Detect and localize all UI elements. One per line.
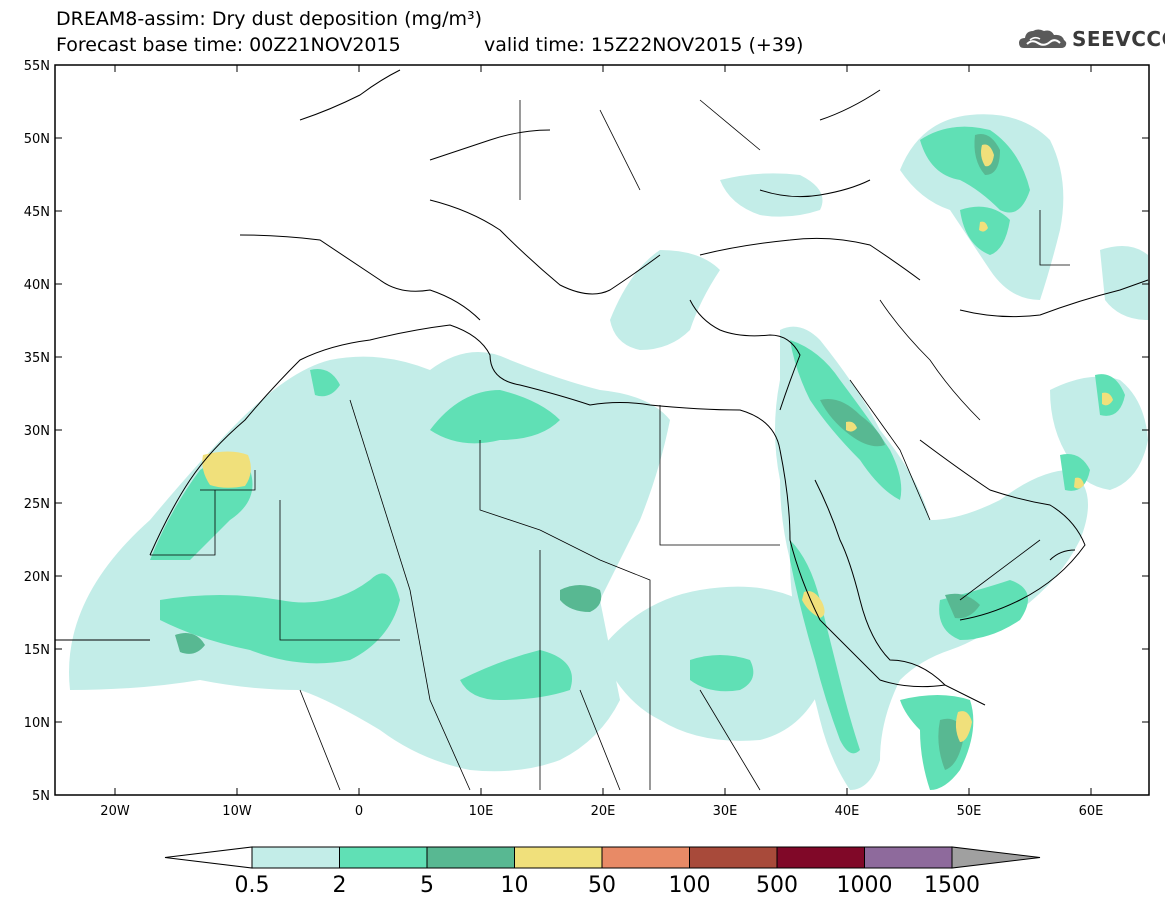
- country-borders: [150, 99, 1070, 791]
- legend-swatch: [864, 846, 953, 869]
- legend-label: 100: [669, 873, 711, 898]
- coastlines: [55, 69, 1149, 706]
- lon-label: 10W: [222, 804, 252, 819]
- legend-swatch: [426, 846, 515, 869]
- latitude-axis: 55N 50N 45N 40N 35N 30N 25N 20N 15N 10N 5N: [24, 59, 1149, 804]
- dust-field: [55, 69, 1149, 791]
- legend-swatch: [514, 846, 603, 869]
- legend-swatch: [601, 846, 690, 869]
- lat-label: 5N: [32, 789, 50, 804]
- legend-under-arrow: [164, 846, 253, 869]
- legend-label: 0.5: [235, 873, 270, 898]
- legend-label: 2: [333, 873, 347, 898]
- lon-label: 40E: [835, 804, 860, 819]
- base-time: Forecast base time: 00Z21NOV2015: [56, 34, 401, 56]
- lon-label: 20W: [100, 804, 130, 819]
- lat-label: 35N: [24, 351, 50, 366]
- lat-label: 20N: [24, 570, 50, 585]
- lat-label: 15N: [24, 643, 50, 658]
- longitude-axis: 20W 10W 0 10E 20E 30E 40E 50E 60E: [100, 65, 1103, 819]
- legend-label: 10: [501, 873, 529, 898]
- legend-label: 5: [420, 873, 434, 898]
- lat-label: 40N: [24, 278, 50, 293]
- legend-over-arrow: [951, 846, 1041, 869]
- lat-label: 55N: [24, 59, 50, 74]
- seevccc-logo: SEEVCCC: [1018, 26, 1165, 52]
- dust-level-10: [202, 144, 1113, 742]
- forecast-times: Forecast base time: 00Z21NOV2015 valid t…: [56, 34, 803, 56]
- lat-label: 30N: [24, 424, 50, 439]
- legend-swatch: [251, 846, 340, 869]
- legend-label: 1000: [837, 873, 893, 898]
- lat-label: 10N: [24, 716, 50, 731]
- lon-label: 30E: [713, 804, 738, 819]
- lat-label: 50N: [24, 132, 50, 147]
- lon-label: 20E: [591, 804, 616, 819]
- valid-time: valid time: 15Z22NOV2015 (+39): [484, 34, 804, 56]
- legend-label: 500: [756, 873, 798, 898]
- cloud-logo-icon: [1019, 29, 1067, 48]
- legend-swatch: [339, 846, 428, 869]
- lon-label: 60E: [1079, 804, 1104, 819]
- legend-label: 50: [588, 873, 616, 898]
- lat-label: 45N: [24, 205, 50, 220]
- legend-swatch: [776, 846, 865, 869]
- lon-label: 50E: [957, 804, 982, 819]
- lat-label: 25N: [24, 497, 50, 512]
- lon-label: 10E: [469, 804, 494, 819]
- lon-label: 0: [355, 804, 363, 819]
- legend-swatch: [689, 846, 778, 869]
- map-title: DREAM8-assim: Dry dust deposition (mg/m³…: [56, 8, 483, 30]
- legend-label: 1500: [924, 873, 980, 898]
- logo-text: SEEVCCC: [1072, 27, 1165, 51]
- color-legend: 0.5 2 5 10 50 100 500 1000 1500: [164, 846, 1041, 898]
